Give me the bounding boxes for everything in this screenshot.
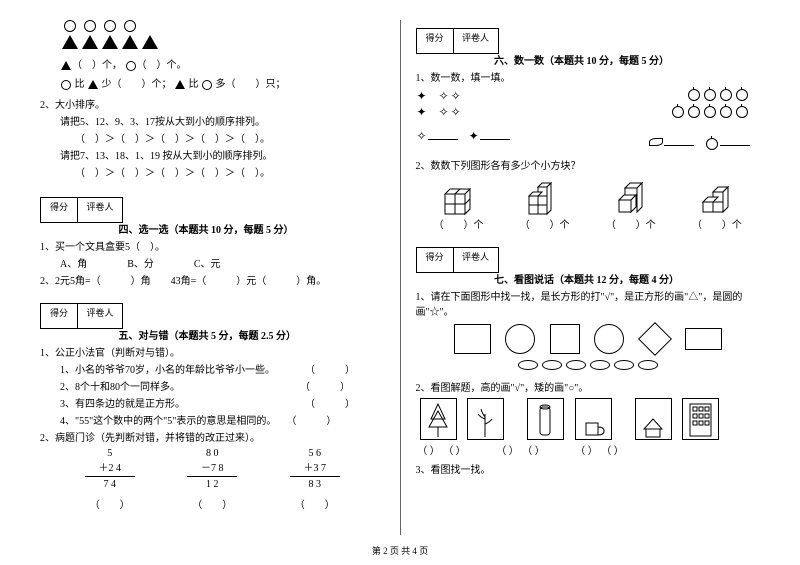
section7-title: 七、看图说话（本题共 12 分，每题 4 分）: [494, 275, 679, 286]
math-problem-b: 8 0 －7 8 1 2 （ ）: [162, 448, 262, 511]
sec5-q1: 1、公正小法官（判断对与错）。: [40, 344, 385, 359]
blank: （ ）个: [434, 216, 484, 231]
score-label: 得分: [40, 303, 78, 329]
blank: （ ）个: [520, 216, 570, 231]
score-box: 得分 评卷人: [416, 247, 499, 273]
text: 比: [75, 79, 85, 90]
plant-icon: [467, 398, 504, 440]
square-icon: [550, 324, 580, 354]
sec7-q2: 2、看图解题，高的画"√"，矮的画"○"。: [416, 379, 761, 394]
shapes-row: [416, 324, 761, 354]
q2-blank-b: （ ）＞（ ）＞（ ）＞（ ）＞（ ）。: [75, 164, 385, 179]
figure-circles-row: [60, 20, 385, 35]
rectangle-icon: [685, 328, 722, 350]
picture-brackets-row: （ ）（ ） （ ）（ ） （ ）（ ）: [416, 442, 761, 457]
stars-group: ✦ ✧✧ ✦ ✧✧ ✧ ✦: [416, 88, 588, 151]
section6-title: 六、数一数（本题共 10 分，每题 5 分）: [494, 56, 669, 67]
score-box: 得分 评卷人: [416, 28, 499, 54]
page-footer: 第 2 页 共 4 页: [0, 544, 800, 557]
circle-icon: [202, 80, 212, 90]
triangle-icon: [61, 61, 71, 70]
sec5-q2: 2、病题门诊（先判断对错，并将错的改正过来）。: [40, 429, 385, 444]
text: 多（ ）只；: [216, 79, 286, 90]
score-label: 得分: [416, 247, 454, 273]
sec4-q1-options: A、角 B、分 C、元: [60, 255, 385, 270]
sec6-q1: 1、数一数，填一填。: [416, 69, 761, 84]
triangle-icon: [88, 80, 98, 89]
triangle-icon: [175, 80, 185, 89]
grader-label: 评卷人: [78, 303, 123, 329]
score-box: 得分 评卷人: [40, 303, 123, 329]
column-divider: [400, 20, 401, 535]
math-problem-a: 5 ＋2 4 7 4 （ ）: [60, 448, 160, 511]
circle-icon: [61, 80, 71, 90]
math-l2: ＋2 4: [60, 459, 160, 474]
math-l2: －7 8: [162, 459, 262, 474]
house-icon: [635, 398, 672, 440]
math-l1: 5 6: [265, 448, 365, 459]
sec7-q3: 3、看图找一找。: [416, 461, 761, 476]
sec5-q1a: 1、小名的爷爷70岁，小名的年龄比爷爷小一些。 （ ）: [60, 361, 385, 376]
cube-blanks-row: （ ）个 （ ）个 （ ）个 （ ）个: [416, 216, 761, 231]
sec5-q1d: 4、"55"这个数中的两个"5"表示的意思是相同的。 （ ）: [60, 412, 385, 427]
cube-icon: [525, 176, 565, 216]
cube-icon: [611, 176, 651, 216]
picture-pairs-row: [416, 396, 761, 442]
cup-icon: [575, 398, 612, 440]
sec4-q2: 2、2元5角=（ ）角 43角=（ ）元（ ）角。: [40, 272, 385, 287]
sec4-q1: 1、买一个文具盒要5（ ）。: [40, 238, 385, 253]
score-label: 得分: [40, 197, 78, 223]
q2-line-b: 请把7、13、18、1、19 按从大到小的顺序排列。: [60, 147, 385, 162]
math-problem-c: 5 6 ＋3 7 8 3 （ ）: [265, 448, 365, 511]
text: （ ）个。: [137, 60, 187, 71]
circle-icon: [505, 324, 535, 354]
figure-count-line: （ ）个， （ ）个。: [60, 56, 385, 71]
circle-icon: [126, 61, 136, 71]
blank: （ ）个: [606, 216, 656, 231]
text: 少（ ）个；: [102, 79, 172, 90]
text: （ ）个，: [72, 60, 122, 71]
math-l2: ＋3 7: [265, 459, 365, 474]
grader-label: 评卷人: [454, 28, 499, 54]
q2-blank-a: （ ）＞（ ）＞（ ）＞（ ）＞（ ）。: [75, 130, 385, 145]
math-l3: 7 4: [60, 479, 160, 490]
math-bracket: （ ）: [162, 496, 262, 511]
math-l3: 8 3: [265, 479, 365, 490]
blank: （ ）个: [692, 216, 742, 231]
right-column: 得分 评卷人 六、数一数（本题共 10 分，每题 5 分） 1、数一数，填一填。…: [406, 20, 771, 535]
text: 比: [189, 79, 199, 90]
grader-label: 评卷人: [78, 197, 123, 223]
diamond-icon: [638, 322, 672, 356]
rectangle-icon: [454, 324, 491, 354]
score-label: 得分: [416, 28, 454, 54]
tree-icon: [420, 398, 457, 440]
sec5-q1b: 2、8个十和80个一同样多。 （ ）: [60, 378, 385, 393]
fruits-group: [588, 88, 760, 151]
shapes-blanks-row: [416, 360, 761, 373]
cube-icon: [439, 176, 479, 216]
section5-title: 五、对与错（本题共 5 分，每题 2.5 分）: [119, 331, 297, 342]
math-l3: 1 2: [162, 479, 262, 490]
math-l1: 5: [60, 448, 160, 459]
q2-line-a: 请把5、12、9、3、17按从大到小的顺序排列。: [60, 113, 385, 128]
grader-label: 评卷人: [454, 247, 499, 273]
sec5-q1c: 3、有四条边的就是正方形。 （ ）: [60, 395, 385, 410]
building-icon: [682, 398, 719, 440]
left-column: （ ）个， （ ）个。 比 少（ ）个； 比 多（ ）只； 2、大小排序。 请把…: [30, 20, 395, 535]
math-bracket: （ ）: [265, 496, 365, 511]
thermos-icon: [527, 398, 564, 440]
math-bracket: （ ）: [60, 496, 160, 511]
sec7-q1: 1、请在下面图形中找一找，是长方形的打"√"，是正方形的画"△"，是圆的画"☆"…: [416, 288, 761, 318]
figure-compare-line: 比 少（ ）个； 比 多（ ）只；: [60, 75, 385, 90]
score-box: 得分 评卷人: [40, 197, 123, 223]
cubes-row: [416, 176, 761, 216]
circle-icon: [594, 324, 624, 354]
cube-icon: [697, 176, 737, 216]
q2-title: 2、大小排序。: [40, 96, 385, 111]
sec6-q2: 2、数数下列图形各有多少个小方块？: [416, 157, 761, 172]
figure-triangles-row: [60, 35, 385, 52]
section4-title: 四、选一选（本题共 10 分，每题 5 分）: [119, 225, 294, 236]
math-l1: 8 0: [162, 448, 262, 459]
